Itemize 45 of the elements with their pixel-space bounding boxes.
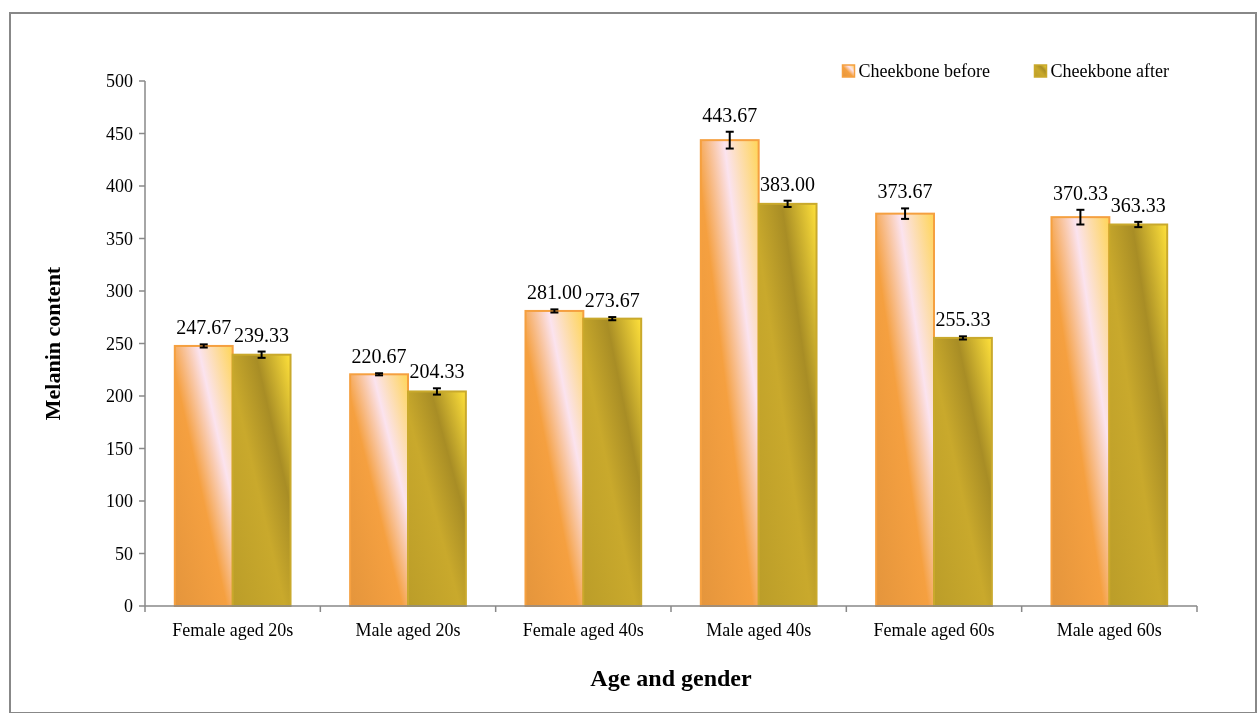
bar [1050, 216, 1111, 607]
bar [875, 212, 935, 607]
data-label: 373.67 [877, 180, 933, 203]
data-label: 383.00 [760, 172, 816, 195]
data-label: 255.33 [935, 308, 991, 331]
y-tick-label: 200 [106, 386, 133, 407]
x-tick-label: Male aged 20s [355, 620, 461, 640]
y-tick-label: 450 [106, 123, 133, 144]
data-label: 239.33 [234, 323, 290, 346]
y-tick-label: 400 [106, 176, 133, 197]
bar [349, 373, 409, 607]
bar [699, 139, 760, 607]
y-axis-title: Melanin content [40, 266, 65, 421]
x-tick-label: Female aged 20s [172, 620, 294, 640]
data-label: 370.33 [1052, 181, 1108, 204]
legend-label: Cheekbone after [1050, 61, 1169, 82]
x-tick-label: Female aged 60s [873, 620, 995, 640]
y-tick-label: 350 [106, 228, 133, 249]
x-tick-label: Male aged 60s [1056, 620, 1162, 640]
data-label: 247.67 [176, 316, 232, 339]
bar [173, 344, 234, 607]
data-label: 363.33 [1110, 193, 1166, 216]
y-tick-label: 250 [106, 333, 133, 354]
data-label: 273.67 [584, 289, 640, 312]
bar [524, 309, 585, 607]
bar [933, 336, 993, 607]
legend-label: Cheekbone before [858, 61, 990, 82]
bar [757, 202, 818, 607]
y-tick-label: 100 [106, 491, 133, 512]
bar [407, 390, 467, 607]
data-label: 443.67 [702, 103, 758, 126]
y-tick-label: 0 [124, 596, 133, 617]
data-label: 281.00 [526, 281, 582, 304]
y-tick-label: 150 [106, 438, 133, 459]
data-label: 204.33 [409, 360, 465, 383]
bar [1108, 223, 1169, 607]
y-tick-label: 500 [106, 71, 133, 92]
bar [231, 353, 292, 607]
x-tick-label: Male aged 40s [706, 620, 812, 640]
x-axis-title: Age and gender [590, 665, 753, 691]
y-tick-label: 50 [115, 543, 133, 564]
y-tick-label: 300 [106, 281, 133, 302]
data-label: 220.67 [351, 345, 407, 368]
bar [582, 317, 643, 607]
x-tick-label: Female aged 40s [522, 620, 644, 640]
